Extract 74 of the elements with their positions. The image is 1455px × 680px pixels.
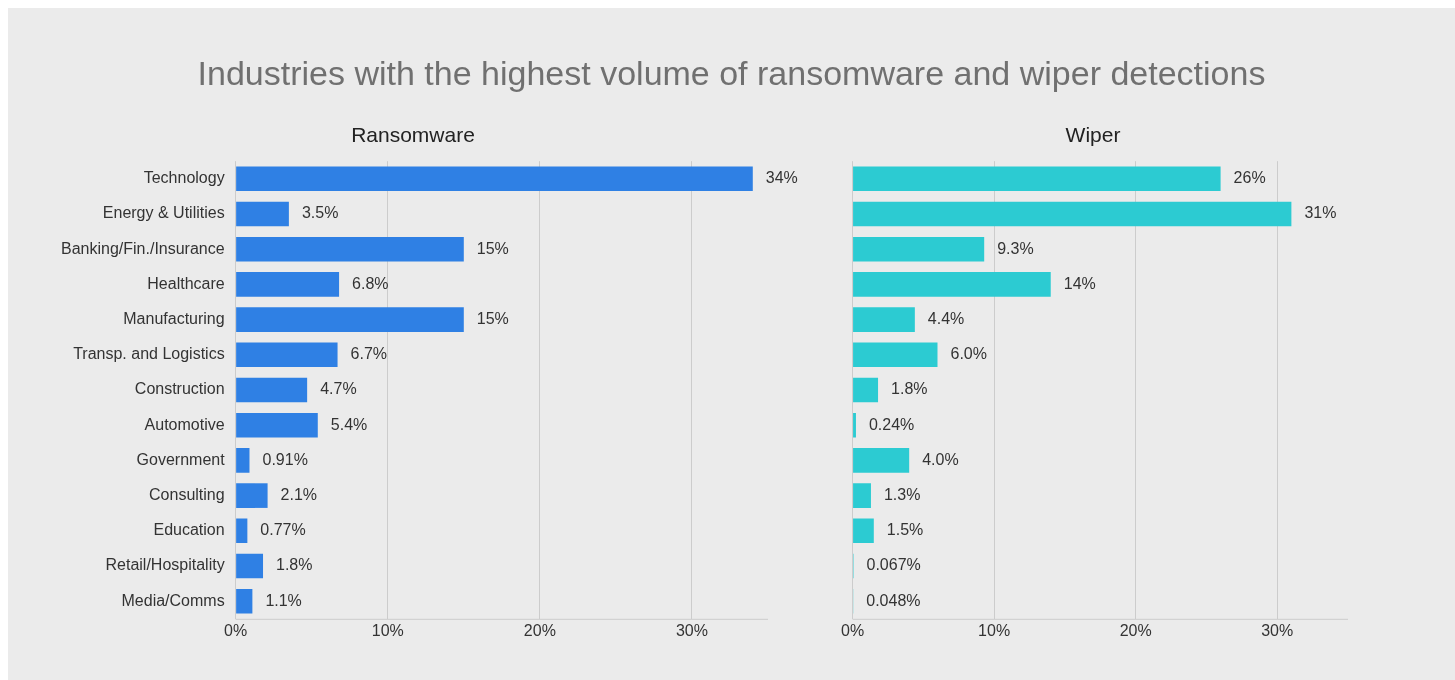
data-label: 31% bbox=[1304, 204, 1337, 222]
data-label: 1.3% bbox=[883, 486, 921, 504]
y-tick-label: Education bbox=[153, 521, 225, 539]
data-label: 26% bbox=[1233, 169, 1266, 187]
data-label: 14% bbox=[1063, 274, 1096, 292]
data-label: 0.91% bbox=[262, 450, 308, 468]
data-label: 0.067% bbox=[866, 556, 921, 574]
data-label: 15% bbox=[476, 310, 509, 328]
chart-title: Ransomware bbox=[351, 123, 475, 147]
y-tick-label: Construction bbox=[134, 380, 225, 398]
x-tick-label: 20% bbox=[1119, 621, 1152, 639]
data-label: 9.3% bbox=[997, 239, 1034, 257]
data-label: 5.4% bbox=[330, 415, 368, 433]
data-label: 6.0% bbox=[950, 345, 987, 363]
data-label: 1.8% bbox=[276, 556, 313, 574]
text: Industries with the highest volume of ransomware and wiper detections bbox=[197, 54, 1266, 92]
bar bbox=[236, 412, 318, 438]
data-label: 1.1% bbox=[265, 591, 302, 609]
bar bbox=[853, 201, 1292, 227]
bar bbox=[853, 448, 910, 473]
bar bbox=[236, 272, 340, 297]
bar bbox=[853, 518, 874, 544]
bar bbox=[236, 448, 250, 473]
bar bbox=[236, 588, 253, 614]
y-tick-label: Government bbox=[136, 450, 226, 468]
bar bbox=[853, 342, 938, 368]
x-tick-label: 0% bbox=[224, 621, 248, 639]
y-tick-label: Technology bbox=[143, 169, 225, 187]
bar bbox=[853, 307, 915, 332]
data-label: 6.8% bbox=[352, 274, 389, 292]
x-tick-label: 0% bbox=[841, 621, 865, 639]
data-label: 0.77% bbox=[260, 521, 306, 539]
y-tick-label: Healthcare bbox=[147, 274, 225, 292]
bar bbox=[236, 166, 753, 192]
bar bbox=[853, 272, 1051, 297]
data-label: 0.24% bbox=[868, 415, 915, 433]
x-tick-label: 30% bbox=[675, 621, 708, 639]
bar bbox=[236, 307, 464, 332]
x-tick-label: 20% bbox=[523, 621, 556, 639]
data-label: 4.0% bbox=[922, 450, 959, 468]
y-tick-label: Banking/Fin./Insurance bbox=[60, 239, 225, 257]
data-label: 2.1% bbox=[280, 486, 318, 504]
chart-title: Wiper bbox=[1065, 123, 1121, 147]
y-tick-label: Manufacturing bbox=[123, 310, 225, 328]
bar bbox=[853, 377, 879, 403]
data-label: 1.5% bbox=[886, 521, 924, 539]
x-tick-label: 10% bbox=[371, 621, 404, 639]
y-tick-label: Media/Comms bbox=[121, 591, 225, 609]
bar bbox=[236, 553, 264, 579]
data-label: 0.048% bbox=[866, 591, 921, 609]
bar bbox=[853, 483, 871, 508]
x-tick-label: 10% bbox=[978, 621, 1011, 639]
bar bbox=[236, 483, 268, 508]
data-label: 3.5% bbox=[301, 204, 339, 222]
data-label: 34% bbox=[765, 169, 798, 187]
data-label: 15% bbox=[476, 239, 509, 257]
bar bbox=[236, 342, 338, 368]
y-tick-label: Consulting bbox=[149, 486, 225, 504]
x-tick-label: 30% bbox=[1261, 621, 1294, 639]
bar bbox=[853, 412, 856, 438]
bar bbox=[853, 236, 985, 262]
data-label: 4.7% bbox=[320, 380, 357, 398]
bar bbox=[236, 236, 464, 262]
data-label: 4.4% bbox=[927, 310, 965, 328]
y-tick-label: Energy & Utilities bbox=[102, 204, 225, 222]
bar bbox=[853, 166, 1221, 192]
bar bbox=[236, 518, 248, 544]
y-tick-label: Transp. and Logistics bbox=[73, 345, 225, 363]
y-tick-label: Retail/Hospitality bbox=[105, 556, 225, 574]
y-tick-label: Automotive bbox=[144, 415, 225, 433]
bar bbox=[236, 377, 308, 403]
data-label: 1.8% bbox=[891, 380, 928, 398]
bar bbox=[236, 201, 289, 227]
data-label: 6.7% bbox=[350, 345, 388, 363]
